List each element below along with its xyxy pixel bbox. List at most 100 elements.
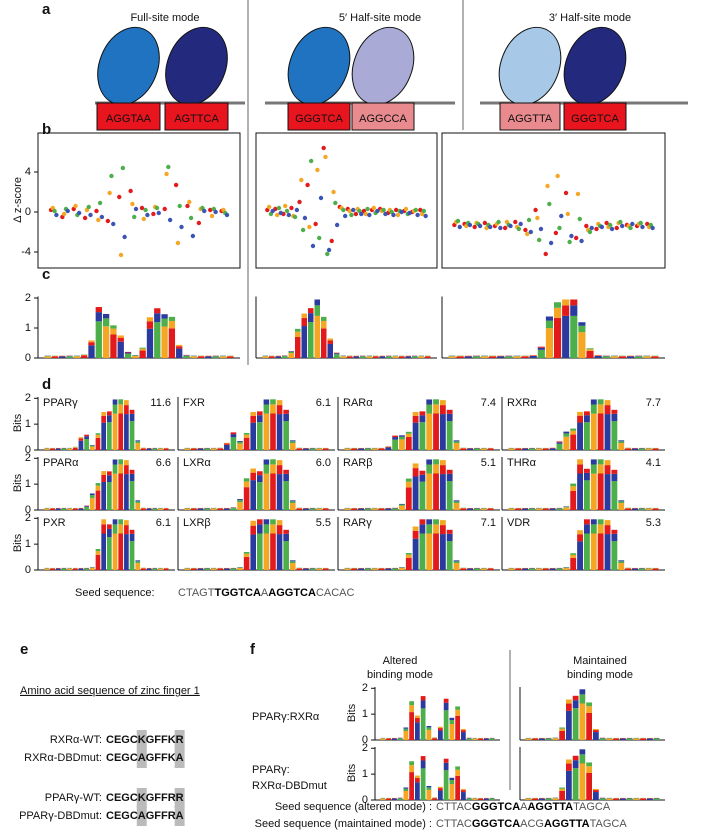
logo-letter [586,351,594,358]
sequence: CEGCAGFFKA [106,752,184,764]
logo-letter [353,356,359,358]
logo-letter [197,356,205,358]
logo-letter [461,788,466,791]
logo-letter [316,508,322,510]
logo-letter [415,715,420,719]
point [630,221,635,227]
logo-letter [373,356,379,358]
point [278,210,283,216]
logo-letter [602,356,610,358]
logo-letter [72,447,78,448]
logo-letter [101,481,106,510]
logo-letter [420,700,426,709]
logo-letter [263,413,270,450]
logo-letter [124,460,129,466]
logo-letter [415,718,420,723]
logo-letter [640,738,646,740]
logo-letter [532,738,538,740]
logo-letter [309,508,316,510]
logo-letter [645,568,652,570]
cell-score: 4.1 [646,457,661,469]
logo-letter [107,415,112,423]
logo-letter [112,413,118,450]
point [302,215,308,221]
logo-letter [358,568,364,570]
logo-letter [118,459,124,465]
logo-letter [257,533,263,570]
logo-letter [257,475,263,483]
logo-letter [466,738,472,740]
logo-letter [73,356,81,358]
logo-letter [559,787,565,789]
logo-letter [276,414,283,450]
logo-letter [572,760,579,769]
logo-letter [371,508,378,510]
point [569,233,574,239]
logo-letter [283,481,289,510]
logo-letter [439,400,446,406]
point [331,189,336,195]
point [107,190,112,196]
point [482,220,488,226]
logo-letter [263,459,270,465]
logo-letter [593,790,599,793]
logo-letter [176,344,183,347]
logo-letter [438,786,443,789]
logo-letter [44,356,51,358]
logo-letter [618,443,625,450]
cell-name: RARγ [343,517,372,529]
point [299,177,304,183]
logo-letter [455,775,460,800]
logo-letter [334,354,340,358]
logo-letter [135,501,141,504]
y-tick-label: 0 [25,504,31,516]
logo-letter [403,790,409,800]
logo-letter [230,568,237,570]
logo-letter [556,441,563,443]
logo-letter [426,459,433,465]
logo-letter [334,353,340,355]
logo-letter [433,413,439,450]
point [538,226,544,232]
logo-letter [426,464,433,474]
logo-letter [409,765,414,773]
logo-letter [78,508,84,510]
point [342,213,348,219]
logo-letter [243,487,250,510]
logo-letter [460,508,467,510]
logo-letter [620,798,626,800]
logo-letter [296,448,303,450]
point [286,212,292,218]
logo-letter [625,568,632,570]
point [565,211,571,217]
logo-letter [101,422,106,450]
point [82,215,88,221]
logo-letter [579,763,586,800]
plot-frame [441,132,666,269]
logo-letter [386,356,392,358]
logo-letter [399,435,405,437]
logo-letter [467,508,474,510]
cell-name: RARβ [343,457,373,469]
point [270,208,275,214]
logo-letter [593,730,599,733]
logo-letter [455,715,460,740]
logo-letter [257,519,263,525]
logo-letter [270,533,276,570]
logo-letter [364,568,371,570]
y-axis-label: Bits [12,413,24,432]
logo-letter [522,448,529,450]
logo-letter [549,508,556,510]
logo-letter [399,436,405,440]
logo-letter [101,412,106,416]
highlight [136,788,147,808]
y-tick-label: 0 [362,734,368,746]
logo-letter [135,503,141,510]
cell-name: VDR [507,517,530,529]
y-tick-label: 2 [362,742,368,754]
logo-letter [472,356,480,358]
point [650,225,655,231]
logo-letter [321,320,327,329]
logo-letter [184,568,191,570]
logo-letter [412,530,419,539]
